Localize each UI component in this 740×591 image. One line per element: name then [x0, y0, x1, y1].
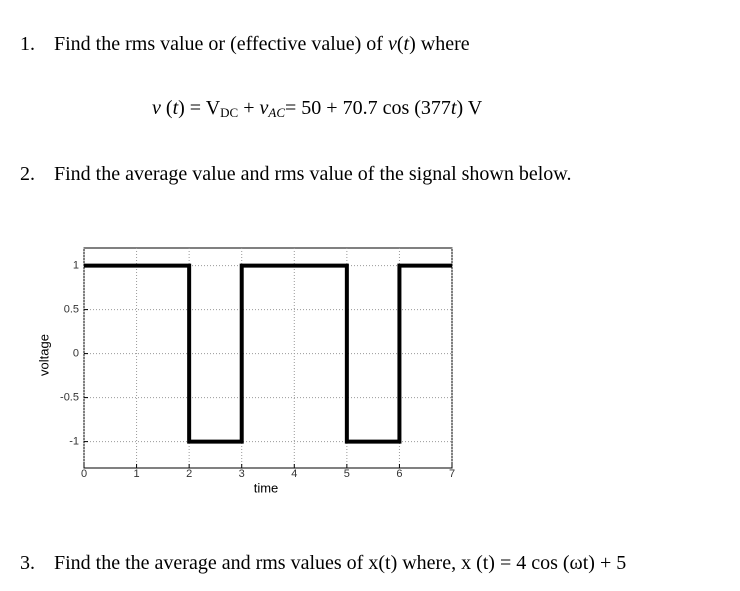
- x-axis-label: time: [254, 480, 279, 495]
- text: ) where: [409, 33, 470, 55]
- x-tick-label: 0: [81, 468, 87, 480]
- signal-line: [84, 263, 452, 444]
- text: v: [152, 97, 161, 119]
- text: +: [238, 97, 260, 119]
- x-tick-label: 3: [239, 468, 245, 480]
- text: Find the rms value or (effective value) …: [54, 33, 388, 55]
- text: AC: [268, 105, 286, 120]
- text: DC: [220, 105, 239, 120]
- x-tick-label: 2: [186, 468, 192, 480]
- y-axis-label: voltage: [36, 334, 51, 376]
- text: v: [387, 33, 397, 55]
- formula: v (t) = VDC + vAC= 50 + 70.7 cos (377t) …: [152, 97, 482, 121]
- text: ) V: [456, 97, 483, 119]
- y-tick-label: 1: [73, 260, 79, 272]
- y-tick-label: -0.5: [60, 392, 79, 404]
- text: (: [396, 33, 404, 55]
- question-text: Find the the average and rms values of x…: [54, 552, 627, 574]
- question-number: 2.: [20, 163, 35, 185]
- text: t: [172, 97, 179, 119]
- plot-area: [83, 247, 453, 469]
- text: ) = V: [178, 97, 221, 119]
- text: v: [259, 97, 269, 119]
- text: t: [450, 97, 457, 119]
- y-tick-label: -1: [69, 436, 79, 448]
- question-text: Find the average value and rms value of …: [54, 163, 572, 185]
- y-tick-label: 0: [73, 348, 79, 360]
- x-tick-label: 5: [344, 468, 350, 480]
- text: (: [160, 97, 173, 119]
- text: = 50 + 70.7 cos (377: [285, 97, 451, 119]
- x-tick-label: 4: [291, 468, 297, 480]
- x-tick-label: 6: [396, 468, 402, 480]
- question-number: 1.: [20, 33, 35, 55]
- x-tick-label: 1: [134, 468, 140, 480]
- y-tick-label: 0.5: [64, 304, 79, 316]
- text: t: [403, 33, 410, 55]
- x-tick-label: 7: [449, 468, 455, 480]
- question-number: 3.: [20, 552, 35, 574]
- question-text: Find the rms value or (effective value) …: [54, 33, 470, 56]
